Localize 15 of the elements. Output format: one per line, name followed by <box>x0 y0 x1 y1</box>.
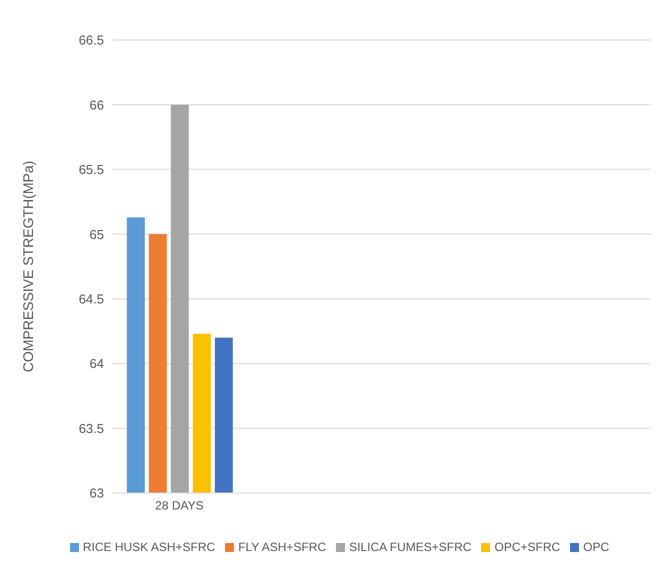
y-axis-title: COMPRESSIVE STREGTH(MPa) <box>20 160 36 372</box>
legend-label: FLY ASH+SFRC <box>238 540 326 554</box>
x-tick-label: 28 DAYS <box>155 498 204 513</box>
y-tick-label: 64.5 <box>78 291 104 306</box>
y-tick-label: 66.5 <box>78 32 104 48</box>
legend-label: SILICA FUMES+SFRC <box>349 540 472 554</box>
y-tick-label: 65.5 <box>78 162 104 178</box>
y-tick-label: 63.5 <box>78 420 104 436</box>
y-tick-label: 63 <box>90 486 104 501</box>
legend-label: RICE HUSK ASH+SFRC <box>82 540 216 554</box>
legend-label: OPC <box>583 540 610 554</box>
legend-label: OPC+SFRC <box>494 540 560 554</box>
y-tick-label: 64 <box>90 356 104 372</box>
y-tick-label: 66 <box>90 97 104 112</box>
y-tick-label: 65 <box>90 226 104 242</box>
